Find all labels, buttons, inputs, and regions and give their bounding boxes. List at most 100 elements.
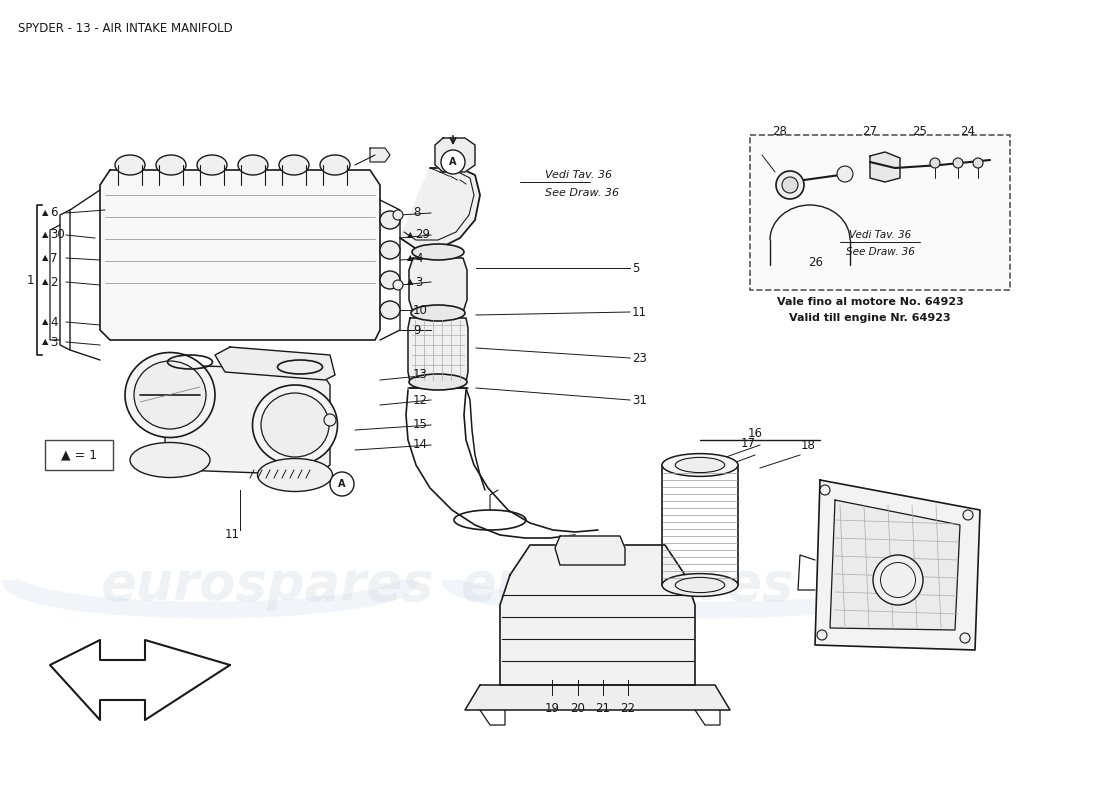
Text: 4: 4 <box>50 315 57 329</box>
Circle shape <box>776 171 804 199</box>
Circle shape <box>393 280 403 290</box>
Text: 12: 12 <box>412 394 428 406</box>
Polygon shape <box>165 365 330 475</box>
Ellipse shape <box>873 555 923 605</box>
Text: ▲: ▲ <box>407 230 412 239</box>
Bar <box>750 135 1010 290</box>
Text: 29: 29 <box>415 229 430 242</box>
Ellipse shape <box>379 271 400 289</box>
Ellipse shape <box>379 301 400 319</box>
Polygon shape <box>400 168 480 248</box>
Text: 6: 6 <box>50 206 57 219</box>
Text: Valid till engine Nr. 64923: Valid till engine Nr. 64923 <box>789 313 950 323</box>
Text: ▲: ▲ <box>42 318 48 326</box>
Ellipse shape <box>125 353 214 438</box>
Text: 18: 18 <box>801 439 815 452</box>
Text: 13: 13 <box>412 369 428 382</box>
Circle shape <box>817 630 827 640</box>
Circle shape <box>837 166 852 182</box>
Text: 2: 2 <box>50 275 57 289</box>
Text: 17: 17 <box>740 437 756 450</box>
Ellipse shape <box>662 454 738 476</box>
Ellipse shape <box>261 393 329 457</box>
Ellipse shape <box>675 578 725 593</box>
Ellipse shape <box>257 458 332 491</box>
Text: ▲: ▲ <box>42 278 48 286</box>
Ellipse shape <box>238 155 268 175</box>
Text: 14: 14 <box>412 438 428 451</box>
Text: eurospares: eurospares <box>100 559 433 611</box>
Text: 11: 11 <box>224 529 240 542</box>
Text: See Draw. 36: See Draw. 36 <box>544 188 619 198</box>
Ellipse shape <box>116 155 145 175</box>
Circle shape <box>820 485 830 495</box>
Circle shape <box>393 210 403 220</box>
Ellipse shape <box>279 155 309 175</box>
Ellipse shape <box>411 305 465 321</box>
Circle shape <box>953 158 962 168</box>
Text: 21: 21 <box>595 702 610 715</box>
Text: A: A <box>339 479 345 489</box>
Text: 15: 15 <box>412 418 428 431</box>
Ellipse shape <box>379 211 400 229</box>
Text: 4: 4 <box>415 251 422 265</box>
Circle shape <box>960 633 970 643</box>
Ellipse shape <box>320 155 350 175</box>
Circle shape <box>441 150 465 174</box>
Text: ▲ = 1: ▲ = 1 <box>60 449 97 462</box>
Text: 23: 23 <box>632 351 647 365</box>
Polygon shape <box>100 170 380 340</box>
Text: 27: 27 <box>862 125 878 138</box>
Polygon shape <box>370 148 390 162</box>
Text: SPYDER - 13 - AIR INTAKE MANIFOLD: SPYDER - 13 - AIR INTAKE MANIFOLD <box>18 22 233 35</box>
Text: 22: 22 <box>620 702 636 715</box>
Text: 31: 31 <box>632 394 647 406</box>
Text: 5: 5 <box>632 262 639 274</box>
Text: Vedi Tav. 36: Vedi Tav. 36 <box>544 170 612 180</box>
Polygon shape <box>830 500 960 630</box>
Text: 16: 16 <box>748 427 762 440</box>
Polygon shape <box>214 347 336 380</box>
Ellipse shape <box>409 374 468 390</box>
Text: 19: 19 <box>544 702 560 715</box>
Text: 11: 11 <box>632 306 647 318</box>
Polygon shape <box>500 545 695 685</box>
Polygon shape <box>465 685 730 710</box>
Circle shape <box>330 472 354 496</box>
Text: 10: 10 <box>412 303 428 317</box>
Ellipse shape <box>675 458 725 473</box>
Text: 3: 3 <box>415 275 422 289</box>
Text: 7: 7 <box>50 251 57 265</box>
Text: A: A <box>449 157 456 167</box>
Polygon shape <box>556 536 625 565</box>
Circle shape <box>962 510 974 520</box>
Ellipse shape <box>253 385 338 465</box>
Polygon shape <box>408 318 468 382</box>
Text: 25: 25 <box>913 125 927 138</box>
Polygon shape <box>409 258 468 312</box>
Ellipse shape <box>379 241 400 259</box>
Ellipse shape <box>156 155 186 175</box>
Ellipse shape <box>197 155 227 175</box>
Text: 26: 26 <box>808 255 823 269</box>
Text: ▲: ▲ <box>42 254 48 262</box>
Text: ▲: ▲ <box>42 209 48 218</box>
Text: 28: 28 <box>772 125 788 138</box>
Text: ▲: ▲ <box>42 230 48 239</box>
Text: ▲: ▲ <box>42 338 48 346</box>
Circle shape <box>782 177 797 193</box>
Text: 30: 30 <box>50 229 65 242</box>
Text: 3: 3 <box>50 335 57 349</box>
Text: ▲: ▲ <box>407 254 412 262</box>
Polygon shape <box>815 480 980 650</box>
Text: Vale fino al motore No. 64923: Vale fino al motore No. 64923 <box>777 297 964 307</box>
Text: 1: 1 <box>26 274 34 286</box>
Ellipse shape <box>130 442 210 478</box>
Text: ▲: ▲ <box>407 278 412 286</box>
Polygon shape <box>870 152 900 182</box>
Polygon shape <box>434 138 475 172</box>
Text: 9: 9 <box>412 323 420 337</box>
Text: 8: 8 <box>412 206 420 219</box>
Ellipse shape <box>662 574 738 597</box>
Bar <box>45 440 113 470</box>
